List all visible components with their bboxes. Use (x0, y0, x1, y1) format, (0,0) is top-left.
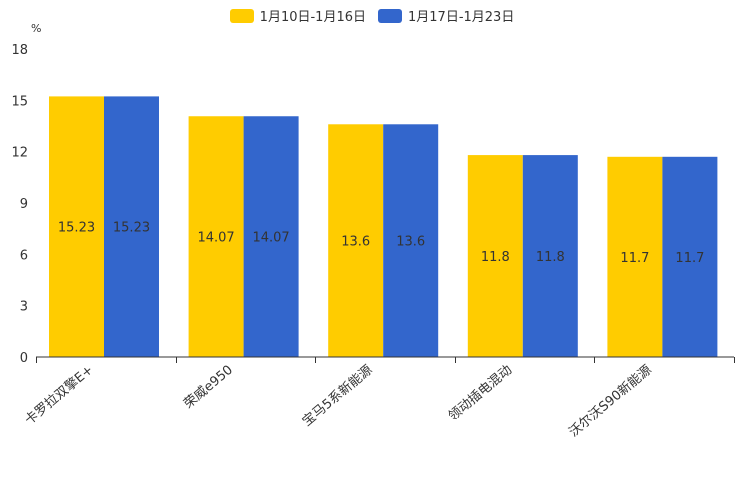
bar-series-2-1 (104, 96, 159, 358)
bar-series-1-4 (467, 155, 523, 357)
y-tick-label-0: 0 (20, 351, 28, 366)
data-label-series-2-4: 11.8 (536, 250, 565, 265)
y-tick-label-6: 18 (11, 43, 28, 58)
data-label-series-1-5: 11.7 (620, 251, 649, 266)
y-tick-label-5: 15 (11, 94, 28, 109)
bar-series-2-4 (522, 155, 578, 357)
bar-series-1-1 (49, 96, 104, 358)
legend-item-series-2[interactable]: 1月17日-1月23日 (378, 6, 514, 25)
bar-series-1-5 (607, 156, 663, 357)
data-label-series-1-3: 13.6 (341, 235, 370, 250)
data-label-series-2-1: 15.23 (113, 221, 150, 236)
y-tick-label-4: 12 (11, 146, 28, 161)
legend-item-series-1[interactable]: 1月10日-1月16日 (229, 6, 366, 25)
x-category-label-5: 沃尔沃S90新能源 (566, 362, 655, 440)
legend-label-series-1: 1月10日-1月16日 (259, 10, 366, 25)
y-tick-label-1: 3 (20, 300, 28, 315)
x-category-label-3: 宝马5系新能源 (299, 362, 375, 430)
bar-series-2-3 (383, 124, 439, 358)
legend-swatch-series-2 (378, 8, 402, 23)
data-label-series-2-2: 14.07 (252, 231, 289, 246)
legend-label-series-2: 1月17日-1月23日 (408, 10, 515, 25)
data-label-series-2-3: 13.6 (396, 235, 425, 250)
bar-series-2-5 (662, 156, 718, 357)
legend-swatch-series-1 (229, 8, 254, 23)
legend: 1月10日-1月16日 1月17日-1月23日 (0, 6, 744, 25)
bar-series-1-2 (188, 116, 244, 357)
x-category-label-1: 卡罗拉双擎E+ (22, 363, 96, 429)
bar-series-2-2 (243, 116, 299, 357)
bar-series-1-3 (328, 124, 384, 358)
x-category-label-2: 荣威e950 (181, 363, 236, 412)
data-label-series-1-2: 14.07 (197, 231, 234, 246)
data-label-series-2-5: 11.7 (675, 251, 704, 266)
x-category-label-4: 领动插电混动 (446, 363, 515, 425)
y-tick-label-3: 9 (20, 197, 28, 212)
data-label-series-1-1: 15.23 (58, 221, 95, 236)
y-tick-label-2: 6 (20, 248, 28, 263)
y-axis-unit-label: % (31, 22, 42, 35)
data-label-series-1-4: 11.8 (481, 250, 510, 265)
